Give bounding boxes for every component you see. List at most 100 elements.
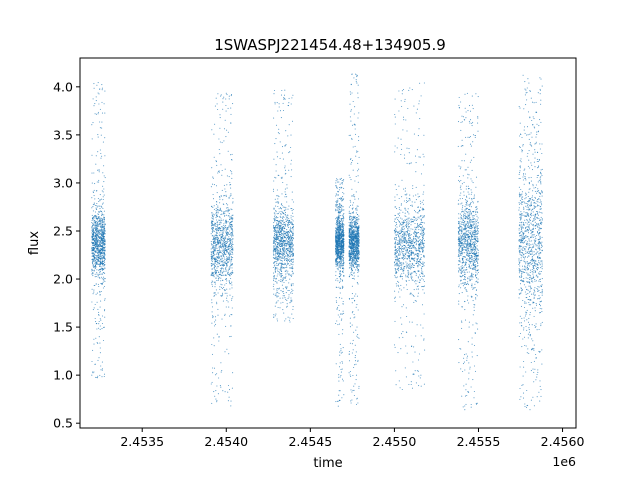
data-point bbox=[341, 280, 343, 282]
data-point bbox=[273, 89, 276, 92]
data-point bbox=[339, 362, 341, 364]
data-point bbox=[273, 283, 275, 285]
data-point bbox=[101, 322, 104, 325]
data-point bbox=[338, 257, 341, 259]
data-point bbox=[97, 308, 99, 310]
data-point bbox=[100, 230, 102, 232]
data-point bbox=[279, 207, 282, 209]
data-point bbox=[95, 96, 97, 98]
data-point bbox=[211, 302, 213, 304]
data-point bbox=[93, 247, 95, 249]
data-point bbox=[274, 277, 276, 280]
data-point bbox=[355, 209, 357, 211]
data-point bbox=[335, 239, 337, 241]
data-point bbox=[224, 119, 226, 121]
data-point bbox=[100, 238, 102, 240]
data-point bbox=[232, 249, 234, 251]
data-point bbox=[341, 241, 344, 243]
data-point bbox=[280, 216, 282, 218]
data-point bbox=[277, 291, 279, 294]
data-point bbox=[212, 198, 215, 200]
data-point bbox=[210, 263, 212, 265]
data-point bbox=[94, 234, 97, 236]
data-point bbox=[99, 88, 101, 90]
data-point bbox=[273, 293, 275, 295]
data-point bbox=[215, 211, 217, 213]
data-point bbox=[211, 212, 213, 214]
data-point bbox=[341, 351, 343, 353]
data-point bbox=[289, 242, 291, 244]
data-point bbox=[278, 292, 280, 295]
data-point bbox=[100, 235, 102, 238]
data-point bbox=[102, 255, 104, 257]
data-point bbox=[340, 209, 342, 211]
data-point bbox=[97, 136, 99, 138]
data-point bbox=[284, 297, 286, 299]
data-point bbox=[230, 238, 232, 241]
data-point bbox=[213, 236, 215, 238]
data-point bbox=[228, 306, 230, 308]
data-point bbox=[219, 246, 221, 248]
data-point bbox=[221, 272, 223, 274]
data-point bbox=[276, 156, 279, 158]
data-point bbox=[93, 258, 95, 260]
data-point bbox=[277, 252, 279, 255]
data-point bbox=[350, 234, 352, 236]
data-point bbox=[219, 269, 221, 272]
data-point bbox=[337, 233, 339, 235]
data-point bbox=[223, 248, 225, 250]
data-point bbox=[102, 256, 104, 258]
data-point bbox=[283, 234, 285, 237]
data-point bbox=[338, 374, 340, 376]
data-point bbox=[103, 235, 105, 237]
data-point bbox=[228, 280, 230, 282]
data-point bbox=[229, 251, 231, 253]
data-point bbox=[102, 141, 104, 143]
data-point bbox=[221, 284, 223, 286]
data-point bbox=[225, 203, 228, 205]
data-point bbox=[273, 316, 275, 318]
data-point bbox=[338, 304, 340, 307]
data-point bbox=[225, 236, 227, 238]
data-point bbox=[337, 232, 339, 234]
data-point bbox=[99, 222, 101, 224]
data-point bbox=[232, 217, 234, 219]
data-point bbox=[95, 225, 97, 227]
data-point bbox=[223, 240, 225, 242]
data-point bbox=[104, 244, 106, 246]
data-point bbox=[290, 222, 292, 224]
data-point bbox=[99, 243, 101, 245]
data-point bbox=[214, 323, 217, 325]
data-point bbox=[98, 220, 100, 222]
data-point bbox=[101, 218, 103, 220]
data-point bbox=[99, 269, 101, 271]
data-point bbox=[217, 252, 219, 254]
data-point bbox=[100, 290, 102, 293]
data-point bbox=[215, 266, 217, 268]
data-point bbox=[98, 236, 100, 238]
data-point bbox=[337, 179, 339, 181]
data-point bbox=[339, 226, 341, 228]
data-point bbox=[224, 259, 226, 261]
data-point bbox=[227, 301, 229, 303]
data-point bbox=[213, 268, 215, 270]
data-point bbox=[289, 278, 291, 280]
data-point bbox=[92, 269, 94, 272]
data-point bbox=[222, 242, 224, 244]
data-point bbox=[210, 265, 213, 267]
data-point bbox=[349, 259, 351, 261]
data-point bbox=[283, 242, 285, 244]
data-point bbox=[101, 89, 103, 91]
data-point bbox=[230, 256, 232, 258]
data-point bbox=[220, 226, 222, 228]
data-point bbox=[348, 244, 350, 246]
data-point bbox=[350, 272, 352, 274]
data-point bbox=[213, 249, 215, 251]
data-point bbox=[221, 237, 223, 239]
data-point bbox=[103, 241, 105, 243]
data-point bbox=[102, 233, 104, 235]
data-point bbox=[288, 243, 290, 245]
data-point bbox=[93, 269, 95, 271]
data-point bbox=[292, 215, 294, 217]
data-point bbox=[285, 234, 287, 236]
